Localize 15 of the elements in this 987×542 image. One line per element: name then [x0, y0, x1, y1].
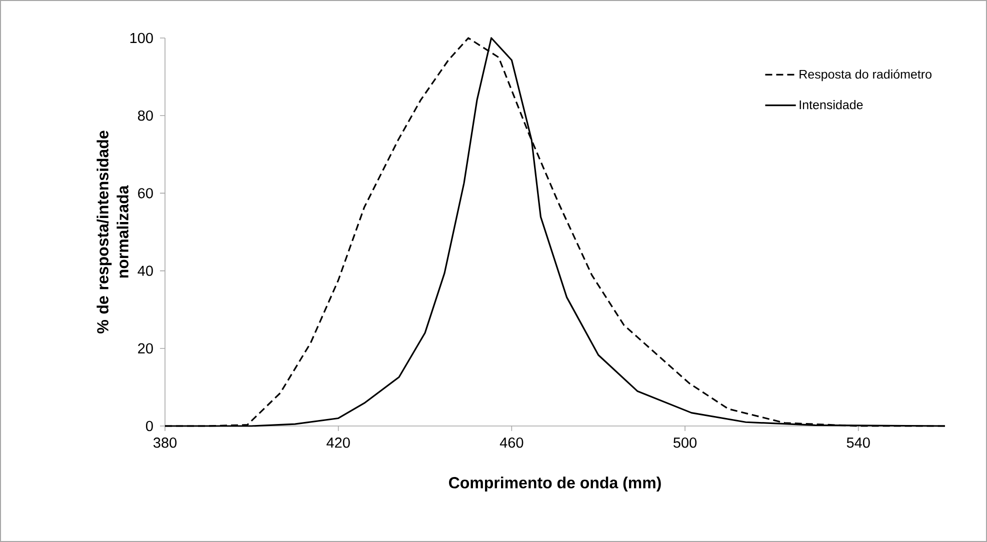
- y-tick-label: 100: [130, 32, 153, 44]
- x-axis-title: Comprimento de onda (mm): [448, 476, 661, 492]
- legend-label: Resposta do radiómetro: [800, 69, 932, 82]
- y-axis-title: % de resposta/intensidade normalizada: [96, 130, 128, 334]
- y-tick-label: 80: [138, 110, 153, 121]
- x-tick-label: 460: [500, 438, 524, 448]
- y-tick-label: 20: [138, 343, 153, 354]
- y-tick-label: 60: [138, 188, 153, 198]
- legend-label: Intensidade: [800, 100, 863, 110]
- y-tick-label: 40: [138, 266, 153, 276]
- x-tick-label: 540: [846, 438, 870, 448]
- y-tick-label: 0: [146, 420, 153, 432]
- x-tick-label: 380: [153, 438, 177, 448]
- x-tick-label: 420: [326, 438, 350, 448]
- x-tick-label: 500: [673, 438, 697, 448]
